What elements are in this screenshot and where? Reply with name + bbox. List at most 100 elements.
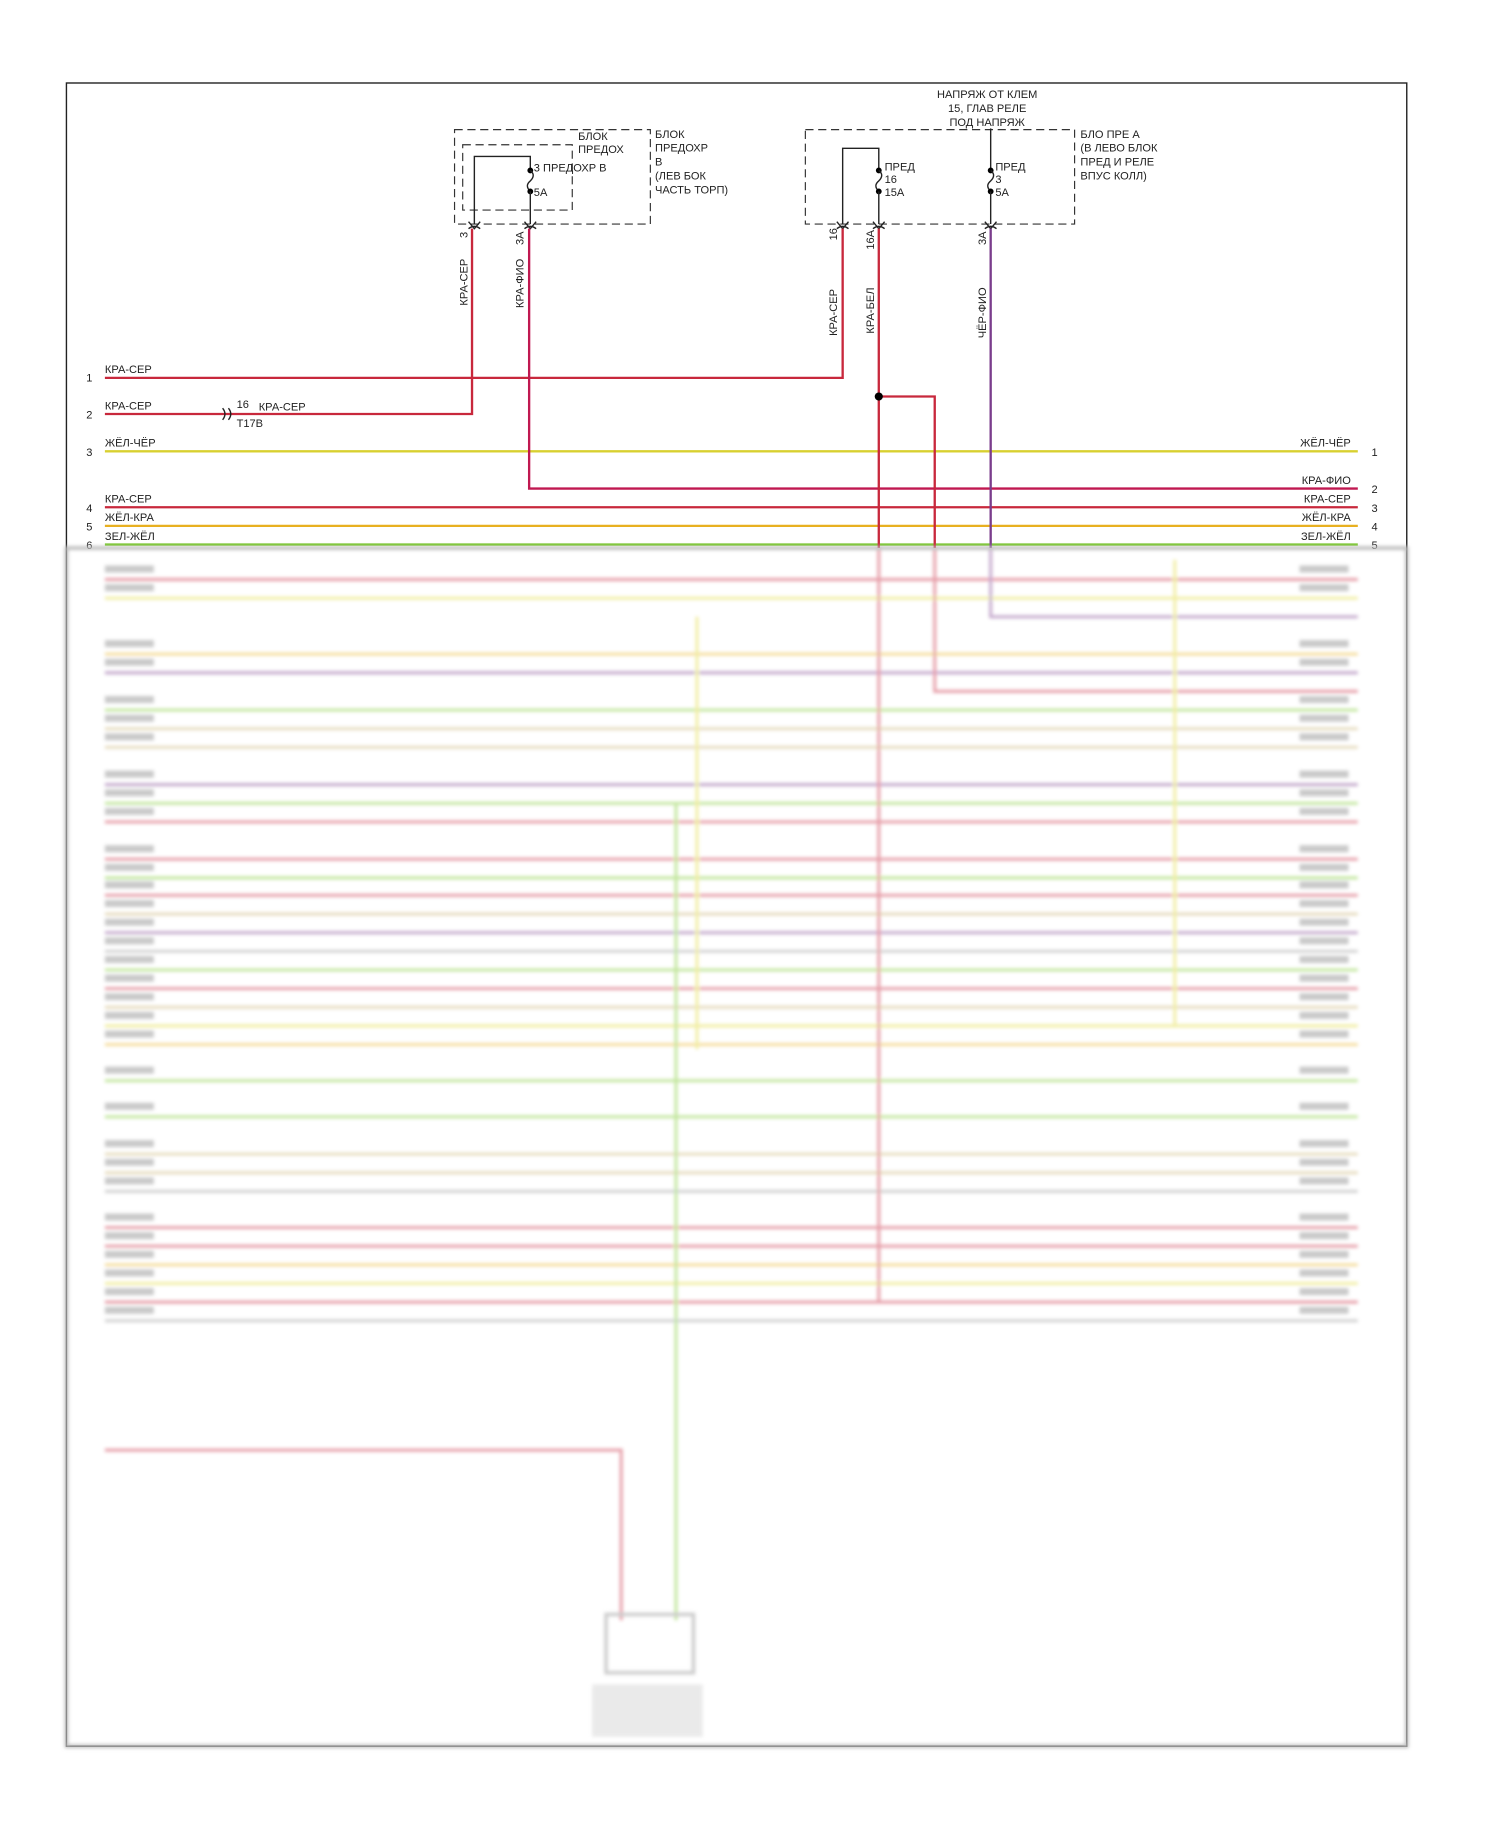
- wire-kra-bel-branch: [878, 395, 936, 549]
- blurred-label: [104, 1102, 154, 1110]
- blurred-section: [104, 548, 1358, 1621]
- blurred-label: [1299, 1102, 1349, 1110]
- svg-text:ЖЁЛ-ЧЁР: ЖЁЛ-ЧЁР: [105, 438, 156, 450]
- blurred-component-label: [592, 1684, 703, 1737]
- blurred-label: [104, 937, 154, 945]
- pin-label: 16: [828, 228, 840, 240]
- pin-label: 3A: [977, 231, 989, 245]
- blurred-label: [104, 770, 154, 778]
- blurred-label: [1299, 993, 1349, 1001]
- blurred-label: [104, 955, 154, 963]
- blurred-label: [1299, 900, 1349, 908]
- blurred-label: [1299, 1177, 1349, 1185]
- connector-pin: 16: [237, 399, 249, 411]
- wire-kra-ser-1: [104, 228, 844, 380]
- blurred-label: [104, 658, 154, 666]
- wire-label: КРА-ФИО: [514, 258, 526, 308]
- pin-label: 3: [458, 232, 470, 238]
- svg-text:ЖЁЛ-КРА: ЖЁЛ-КРА: [1302, 512, 1352, 524]
- blurred-label: [104, 993, 154, 1001]
- blurred-label: [104, 1213, 154, 1221]
- blurred-label: [1299, 1250, 1349, 1258]
- wire-label: КРА-СЕР: [828, 289, 840, 336]
- blurred-label: [104, 1030, 154, 1038]
- blurred-label: [1299, 565, 1349, 573]
- blurred-label: [1299, 918, 1349, 926]
- blurred-label: [1299, 658, 1349, 666]
- blurred-label: [1299, 807, 1349, 815]
- blurred-label: [1299, 845, 1349, 853]
- svg-text:КРА-ФИО: КРА-ФИО: [1302, 475, 1352, 487]
- wire-label: КРА-СЕР: [458, 259, 470, 306]
- blurred-label: [104, 863, 154, 871]
- blurred-label: [104, 807, 154, 815]
- connector-symbol: [222, 407, 232, 421]
- connector-arrows: [467, 221, 998, 230]
- svg-text:ЖЁЛ-ЧЁР: ЖЁЛ-ЧЁР: [1300, 438, 1351, 450]
- svg-text:2: 2: [86, 410, 92, 422]
- blurred-label: [104, 1269, 154, 1277]
- blurred-label: [104, 1011, 154, 1019]
- svg-text:3: 3: [1371, 503, 1377, 515]
- svg-text:ЖЁЛ-КРА: ЖЁЛ-КРА: [105, 512, 155, 524]
- fuse-block-b: БЛОК ПРЕДОХР В (ЛЕВ БОК ЧАСТЬ ТОРП) БЛОК ПРЕД…: [453, 129, 728, 308]
- fuse-16-label: ПРЕД 16 15A: [885, 161, 916, 199]
- svg-text:КРА-СЕР: КРА-СЕР: [105, 364, 152, 376]
- svg-text:КРА-СЕР: КРА-СЕР: [105, 400, 152, 412]
- svg-text:3: 3: [86, 447, 92, 459]
- blurred-frame-bottom: [64, 546, 1409, 1748]
- fuse-block-b-title: БЛОК ПРЕДОХР В (ЛЕВ БОК ЧАСТЬ ТОРП): [655, 129, 728, 197]
- blurred-wire: [933, 548, 1358, 693]
- blurred-label: [1299, 714, 1349, 722]
- connector-wire: КРА-СЕР: [259, 402, 306, 414]
- svg-text:ЗЕЛ-ЖЁЛ: ЗЕЛ-ЖЁЛ: [105, 531, 155, 543]
- svg-text:4: 4: [1371, 522, 1377, 534]
- blurred-label: [104, 1140, 154, 1148]
- svg-text:6: 6: [86, 540, 92, 552]
- blurred-label: [104, 640, 154, 648]
- fuse-b-rating: 5A: [534, 187, 548, 199]
- connector-name: T17B: [237, 418, 263, 430]
- fuse-block-b-inner-title: БЛОК ПРЕДОХ: [578, 131, 624, 156]
- svg-text:2: 2: [1371, 484, 1377, 496]
- fuse-block-a-outline: [804, 129, 1076, 225]
- blurred-label: [1299, 863, 1349, 871]
- blurred-wire: [989, 548, 1358, 619]
- blurred-label: [104, 714, 154, 722]
- splice-dot: [874, 392, 883, 401]
- fuse-b-label: 3 ПРЕДОХР В: [534, 163, 607, 175]
- wire-kra-ser-2: [104, 228, 474, 416]
- blurred-label: [1299, 1011, 1349, 1019]
- blurred-label: [1299, 974, 1349, 982]
- svg-text:4: 4: [86, 503, 92, 515]
- blurred-label: [104, 565, 154, 573]
- blurred-component: [604, 1612, 696, 1675]
- left-row-labels: 1 КРА-СЕР 2 КРА-СЕР 3 ЖЁЛ-ЧЁР 4 КРА-СЕР 5 ЖЁЛ…: [86, 364, 155, 552]
- fuse-icon: [875, 169, 883, 192]
- blurred-label: [1299, 1269, 1349, 1277]
- blurred-label: [1299, 1140, 1349, 1148]
- fuse-icon: [987, 169, 995, 192]
- blurred-label: [1299, 789, 1349, 797]
- fuse-block-a: НАПРЯЖ ОТ КЛЕМ 15, ГЛАВ РЕЛЕ ПОД НАПРЯЖ БЛ…: [804, 89, 1158, 338]
- fuse-block-a-title: БЛО ПРЕ А (В ЛЕВО БЛОК ПРЕД И РЕЛЕ ВПУС КОЛ…: [1080, 129, 1158, 183]
- blurred-label: [1299, 1288, 1349, 1296]
- blurred-label: [1299, 1306, 1349, 1314]
- blurred-label: [1299, 733, 1349, 741]
- blurred-label: [104, 974, 154, 982]
- fuse-3-label: ПРЕД 3 5A: [995, 161, 1026, 199]
- blurred-label: [104, 900, 154, 908]
- wire-kra-fio: [527, 228, 1358, 490]
- blurred-label: [104, 1232, 154, 1240]
- svg-text:1: 1: [1371, 447, 1377, 459]
- blurred-label: [1299, 1213, 1349, 1221]
- svg-text:ЗЕЛ-ЖЁЛ: ЗЕЛ-ЖЁЛ: [1301, 531, 1351, 543]
- blurred-label: [1299, 1232, 1349, 1240]
- blurred-wire: [104, 1448, 623, 1621]
- blurred-label: [1299, 696, 1349, 704]
- blurred-label: [1299, 881, 1349, 889]
- blurred-label: [1299, 955, 1349, 963]
- svg-text:КРА-СЕР: КРА-СЕР: [1304, 494, 1351, 506]
- blurred-label: [104, 1158, 154, 1166]
- blurred-label: [104, 1066, 154, 1074]
